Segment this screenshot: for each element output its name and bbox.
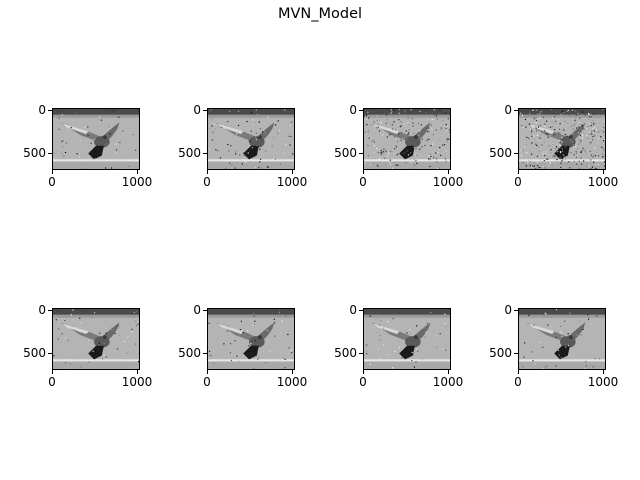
- x-tick-mark: [518, 370, 519, 374]
- pigeon-image: [53, 309, 139, 369]
- x-tick-mark: [363, 370, 364, 374]
- y-tick-label: 0: [193, 103, 201, 117]
- y-tick-mark: [48, 353, 52, 354]
- y-tick-label: 0: [349, 103, 357, 117]
- x-tick-mark: [52, 170, 53, 174]
- y-tick-mark: [203, 153, 207, 154]
- x-tick-mark: [292, 170, 293, 174]
- image-panel-r2c4: [518, 308, 606, 370]
- x-tick-label: 1000: [276, 175, 308, 189]
- y-tick-mark: [359, 153, 363, 154]
- x-tick-mark: [207, 370, 208, 374]
- x-tick-label: 0: [359, 375, 367, 389]
- y-tick-mark: [48, 310, 52, 311]
- y-tick-mark: [514, 153, 518, 154]
- x-tick-mark: [448, 170, 449, 174]
- y-tick-label: 0: [349, 303, 357, 317]
- y-tick-mark: [48, 110, 52, 111]
- y-tick-mark: [203, 110, 207, 111]
- x-tick-mark: [603, 370, 604, 374]
- y-tick-label: 0: [38, 303, 46, 317]
- figure-title: MVN_Model: [277, 6, 363, 22]
- pigeon-image: [53, 109, 139, 169]
- x-tick-label: 1000: [276, 375, 308, 389]
- x-tick-label: 0: [359, 175, 367, 189]
- y-tick-label: 500: [23, 346, 46, 360]
- y-tick-mark: [514, 110, 518, 111]
- pigeon-image: [519, 109, 605, 169]
- image-panel-r1c3: [363, 108, 451, 170]
- x-tick-mark: [518, 170, 519, 174]
- y-tick-mark: [203, 310, 207, 311]
- x-tick-label: 0: [514, 175, 522, 189]
- y-tick-mark: [359, 353, 363, 354]
- y-tick-mark: [203, 353, 207, 354]
- x-tick-mark: [603, 170, 604, 174]
- x-tick-label: 1000: [121, 175, 153, 189]
- x-tick-mark: [363, 170, 364, 174]
- y-tick-mark: [359, 110, 363, 111]
- pigeon-image: [208, 109, 294, 169]
- pigeon-image: [519, 309, 605, 369]
- image-panel-r2c2: [207, 308, 295, 370]
- x-tick-label: 0: [48, 375, 56, 389]
- x-tick-label: 1000: [432, 175, 464, 189]
- y-tick-label: 500: [489, 146, 512, 160]
- y-tick-label: 500: [23, 146, 46, 160]
- x-tick-label: 0: [514, 375, 522, 389]
- y-tick-label: 500: [334, 146, 357, 160]
- y-tick-label: 500: [334, 346, 357, 360]
- pigeon-image: [208, 309, 294, 369]
- x-tick-mark: [292, 370, 293, 374]
- x-tick-label: 0: [203, 175, 211, 189]
- y-tick-label: 0: [504, 303, 512, 317]
- x-tick-label: 1000: [587, 175, 619, 189]
- y-tick-mark: [514, 310, 518, 311]
- x-tick-mark: [52, 370, 53, 374]
- x-tick-mark: [137, 370, 138, 374]
- y-tick-mark: [359, 310, 363, 311]
- y-tick-label: 500: [489, 346, 512, 360]
- image-panel-r2c3: [363, 308, 451, 370]
- x-tick-mark: [448, 370, 449, 374]
- y-tick-mark: [514, 353, 518, 354]
- pigeon-image: [364, 309, 450, 369]
- image-panel-r1c1: [52, 108, 140, 170]
- y-tick-label: 500: [178, 146, 201, 160]
- y-tick-label: 0: [38, 103, 46, 117]
- x-tick-label: 0: [48, 175, 56, 189]
- y-tick-label: 0: [193, 303, 201, 317]
- y-tick-mark: [48, 153, 52, 154]
- x-tick-mark: [137, 170, 138, 174]
- y-tick-label: 0: [504, 103, 512, 117]
- x-tick-label: 1000: [587, 375, 619, 389]
- image-panel-r2c1: [52, 308, 140, 370]
- image-panel-r1c2: [207, 108, 295, 170]
- pigeon-image: [364, 109, 450, 169]
- x-tick-label: 1000: [121, 375, 153, 389]
- x-tick-label: 0: [203, 375, 211, 389]
- x-tick-mark: [207, 170, 208, 174]
- x-tick-label: 1000: [432, 375, 464, 389]
- y-tick-label: 500: [178, 346, 201, 360]
- image-panel-r1c4: [518, 108, 606, 170]
